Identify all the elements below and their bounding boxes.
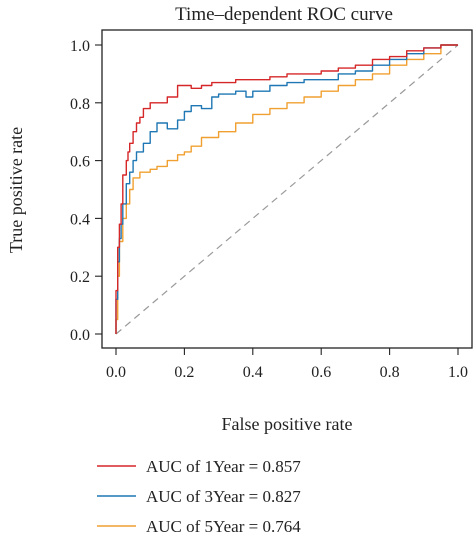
y-tick-label: 0.2: [70, 269, 90, 286]
roc-series-line-3: [115, 44, 458, 334]
x-tick-label: 0.4: [243, 364, 263, 381]
y-tick-label: 1.0: [70, 38, 90, 55]
y-axis-label: True positive rate: [6, 127, 26, 253]
x-tick-label: 0.2: [174, 364, 194, 381]
y-axis: 0.0 0.2 0.4 0.6 0.8 1.0: [70, 38, 102, 344]
x-axis-label: False positive rate: [222, 414, 353, 434]
y-tick-label: 0.8: [70, 96, 90, 113]
legend: AUC of 1Year = 0.857 AUC of 3Year = 0.827…: [97, 457, 301, 536]
y-tick-label: 0.0: [70, 327, 90, 344]
y-tick-label: 0.6: [70, 154, 90, 171]
plot-area: [115, 44, 459, 335]
x-tick-label: 0.0: [106, 364, 126, 381]
y-tick-label: 0.4: [70, 211, 90, 228]
x-tick-label: 0.8: [380, 364, 400, 381]
reference-diagonal-line: [115, 44, 459, 335]
legend-label-1: AUC of 1Year = 0.857: [146, 457, 301, 476]
legend-label-3: AUC of 5Year = 0.764: [146, 517, 301, 536]
plot-frame: [101, 29, 473, 349]
chart-title: Time–dependent ROC curve: [175, 4, 393, 25]
roc-series-line-1: [115, 44, 458, 334]
x-axis: 0.0 0.2 0.4 0.6 0.8 1.0: [106, 348, 468, 381]
x-tick-label: 0.6: [311, 364, 331, 381]
roc-series-line-2: [115, 44, 458, 334]
x-tick-label: 1.0: [448, 364, 468, 381]
legend-label-2: AUC of 3Year = 0.827: [146, 487, 301, 506]
